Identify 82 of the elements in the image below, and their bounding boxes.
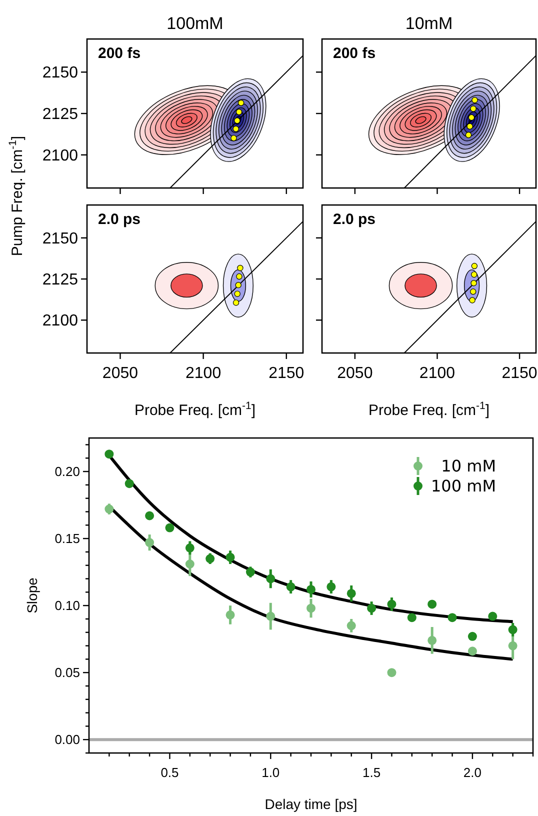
point (469, 297, 476, 304)
point (471, 262, 478, 270)
point (226, 610, 235, 620)
x-tick-label: 2050 (337, 365, 373, 382)
point (286, 582, 296, 592)
y-axis-title: Slope (24, 577, 40, 614)
annotation: 200 fs (98, 45, 141, 62)
y-tick-label: 2125 (42, 272, 78, 289)
point (104, 450, 114, 459)
point (470, 280, 477, 286)
point (230, 135, 237, 142)
annotation: 200 fs (333, 45, 376, 62)
y-tick-label: 2125 (42, 106, 78, 124)
legend-label: 100 mM (430, 476, 496, 496)
point (185, 560, 194, 568)
point (145, 511, 154, 520)
x-axis-title: Probe Freq. [cm$^{-1}$] (134, 400, 256, 419)
x-tick-label: 2150 (502, 365, 538, 382)
x-axis-title: Probe Freq. [cm$^{-1}$] (368, 400, 490, 419)
x-tick-label: 2.0 (463, 765, 482, 780)
point (428, 636, 437, 645)
x-tick-label: 2100 (186, 365, 222, 382)
y-tick-label: 0.15 (54, 531, 80, 546)
point (232, 126, 239, 132)
point (468, 646, 477, 656)
legend-label: 10 mM (441, 456, 496, 476)
point (236, 108, 242, 116)
point (306, 604, 316, 613)
point (206, 554, 215, 564)
point (306, 584, 316, 594)
point (226, 552, 235, 562)
y-tick-label: 0.20 (54, 464, 80, 480)
point (145, 538, 154, 548)
annotation: 2.0 ps (98, 211, 141, 228)
point (407, 613, 416, 622)
y-tick-label: 0.00 (54, 732, 80, 748)
point (346, 589, 356, 598)
point (470, 106, 476, 112)
y-tick-label: 0.10 (54, 598, 80, 614)
point (428, 600, 437, 609)
point (234, 290, 240, 297)
point (232, 300, 240, 306)
point (387, 600, 396, 609)
point (488, 612, 498, 621)
point (346, 621, 356, 630)
point (466, 123, 473, 130)
x-tick-label: 1.5 (362, 765, 381, 780)
point (471, 271, 478, 278)
y-tick-label: 2100 (42, 312, 78, 330)
point (124, 479, 134, 488)
point (246, 568, 255, 577)
point (326, 582, 336, 592)
annotation: 2.0 ps (333, 211, 376, 228)
point (448, 613, 457, 622)
x-tick-label: 2050 (102, 365, 138, 382)
point (238, 100, 244, 106)
point (465, 132, 472, 138)
point (165, 523, 174, 532)
chart-title: 10mM (405, 14, 453, 33)
y-tick-label: 2150 (42, 230, 78, 248)
point (472, 96, 478, 104)
point (387, 668, 396, 678)
point (236, 273, 242, 280)
point (266, 612, 276, 621)
point (367, 604, 376, 613)
x-axis-title: Delay time [ps] (264, 796, 358, 812)
y-tick-label: 0.05 (54, 665, 80, 680)
point (508, 625, 518, 634)
point (237, 264, 244, 272)
x-tick-label: 2100 (419, 365, 456, 382)
x-tick-label: 0.5 (160, 765, 179, 780)
point (470, 288, 476, 295)
y-tick-label: 2100 (42, 147, 78, 164)
x-tick-label: 1.0 (262, 765, 280, 780)
y-tick-label: 2150 (42, 64, 78, 82)
point (266, 574, 276, 584)
point (468, 632, 477, 641)
point (104, 504, 114, 514)
point (185, 543, 194, 552)
x-tick-label: 2150 (268, 365, 304, 382)
point (508, 641, 518, 650)
chart-title: 100mM (166, 14, 224, 33)
